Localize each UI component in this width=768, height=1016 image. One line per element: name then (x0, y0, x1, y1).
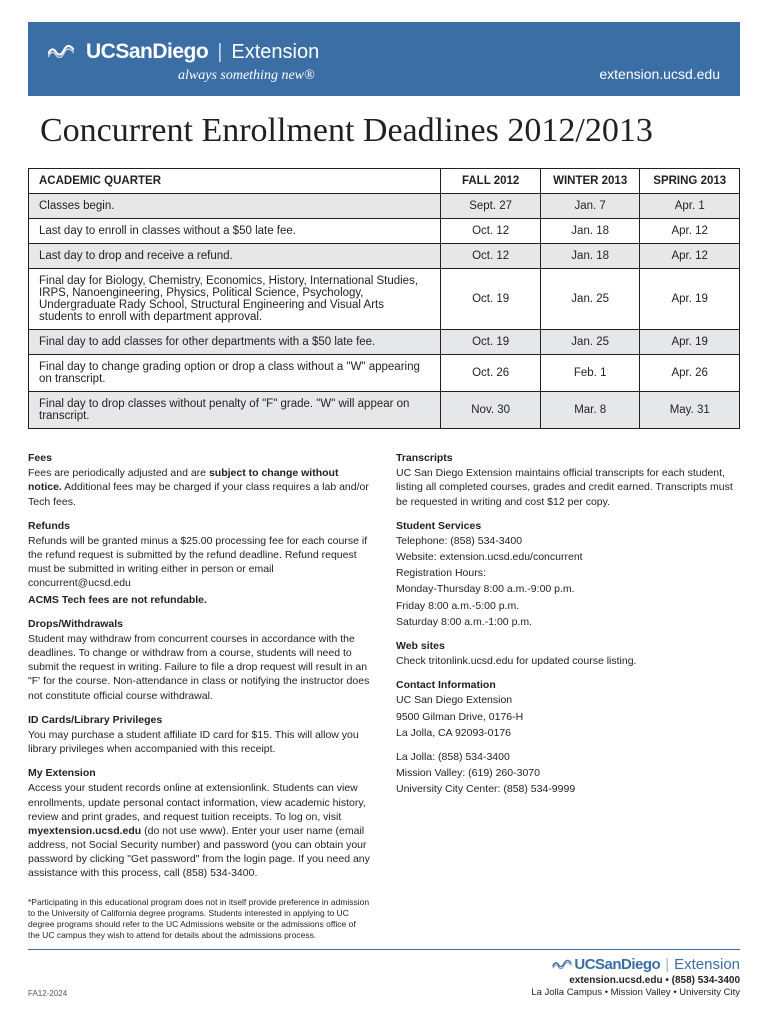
table-row: Last day to drop and receive a refund.Oc… (29, 244, 740, 269)
footer-right: UCSanDiego | Extension extension.ucsd.ed… (531, 956, 740, 998)
contact-addr1: UC San Diego Extension (396, 693, 740, 707)
row-spring: May. 31 (640, 392, 740, 429)
drops-text: Student may withdraw from concurrent cou… (28, 632, 372, 703)
contact-addr2: 9500 Gilman Drive, 0176-H (396, 710, 740, 724)
row-desc: Last day to drop and receive a refund. (29, 244, 441, 269)
row-fall: Oct. 12 (441, 244, 541, 269)
table-row: Final day to add classes for other depar… (29, 330, 740, 355)
row-desc: Classes begin. (29, 194, 441, 219)
row-winter: Mar. 8 (540, 392, 640, 429)
info-columns: Fees Fees are periodically adjusted and … (28, 447, 740, 883)
contact-addr3: La Jolla, CA 92093-0176 (396, 726, 740, 740)
footer-campus: La Jolla Campus • Mission Valley • Unive… (531, 987, 740, 998)
col-quarter: ACADEMIC QUARTER (29, 169, 441, 194)
table-row: Final day to change grading option or dr… (29, 355, 740, 392)
ss-hours-mon: Monday-Thursday 8:00 a.m.-9:00 p.m. (396, 582, 740, 596)
ss-hours-fri: Friday 8:00 a.m.-5:00 p.m. (396, 599, 740, 613)
row-winter: Jan. 7 (540, 194, 640, 219)
col-winter: WINTER 2013 (540, 169, 640, 194)
footer: FA12-2024 UCSanDiego | Extension extensi… (28, 949, 740, 998)
brand-name: UCSanDiego (86, 40, 208, 64)
header-banner: UCSanDiego | Extension always something … (28, 22, 740, 96)
col-fall: FALL 2012 (441, 169, 541, 194)
row-spring: Apr. 19 (640, 269, 740, 330)
row-winter: Jan. 18 (540, 219, 640, 244)
table-header-row: ACADEMIC QUARTER FALL 2012 WINTER 2013 S… (29, 169, 740, 194)
row-fall: Nov. 30 (441, 392, 541, 429)
contact-univcity: University City Center: (858) 534-9999 (396, 782, 740, 796)
drops-heading: Drops/Withdrawals (28, 617, 372, 631)
ss-website: Website: extension.ucsd.edu/concurrent (396, 550, 740, 564)
table-row: Classes begin.Sept. 27Jan. 7Apr. 1 (29, 194, 740, 219)
brand-row: UCSanDiego | Extension (48, 40, 720, 64)
contact-lajolla: La Jolla: (858) 534-3400 (396, 750, 740, 764)
contact-mission: Mission Valley: (619) 260-3070 (396, 766, 740, 780)
row-spring: Apr. 12 (640, 244, 740, 269)
refunds-text: Refunds will be granted minus a $25.00 p… (28, 534, 372, 591)
ss-hours-sat: Saturday 8:00 a.m.-1:00 p.m. (396, 615, 740, 629)
row-fall: Sept. 27 (441, 194, 541, 219)
tagline-row: always something new® extension.ucsd.edu (48, 66, 720, 84)
myext-text: Access your student records online at ex… (28, 781, 372, 880)
wave-icon (552, 956, 572, 973)
refunds-heading: Refunds (28, 519, 372, 533)
footer-brand-name: UCSanDiego (574, 956, 660, 973)
info-col-right: Transcripts UC San Diego Extension maint… (396, 447, 740, 883)
id-heading: ID Cards/Library Privileges (28, 713, 372, 727)
brand-divider: | (217, 41, 222, 64)
fees-heading: Fees (28, 451, 372, 465)
row-desc: Last day to enroll in classes without a … (29, 219, 441, 244)
footer-brand-ext: Extension (674, 956, 740, 973)
footer-contact: extension.ucsd.edu • (858) 534-3400 (531, 975, 740, 986)
row-fall: Oct. 19 (441, 330, 541, 355)
table-row: Final day to drop classes without penalt… (29, 392, 740, 429)
row-desc: Final day for Biology, Chemistry, Econom… (29, 269, 441, 330)
transcripts-heading: Transcripts (396, 451, 740, 465)
ss-reg-hours: Registration Hours: (396, 566, 740, 580)
refunds-bold: ACMS Tech fees are not refundable. (28, 593, 372, 607)
deadline-table: ACADEMIC QUARTER FALL 2012 WINTER 2013 S… (28, 168, 740, 429)
fees-text: Fees are periodically adjusted and are s… (28, 466, 372, 509)
row-winter: Jan. 25 (540, 269, 640, 330)
row-fall: Oct. 26 (441, 355, 541, 392)
page-root: UCSanDiego | Extension always something … (0, 0, 768, 1016)
row-spring: Apr. 19 (640, 330, 740, 355)
info-col-left: Fees Fees are periodically adjusted and … (28, 447, 372, 883)
transcripts-text: UC San Diego Extension maintains officia… (396, 466, 740, 509)
table-row: Last day to enroll in classes without a … (29, 219, 740, 244)
student-services-heading: Student Services (396, 519, 740, 533)
brand-extension: Extension (231, 41, 319, 64)
ss-telephone: Telephone: (858) 534-3400 (396, 534, 740, 548)
contact-heading: Contact Information (396, 678, 740, 692)
row-winter: Feb. 1 (540, 355, 640, 392)
footer-brand: UCSanDiego | Extension (531, 956, 740, 973)
row-spring: Apr. 12 (640, 219, 740, 244)
row-fall: Oct. 12 (441, 219, 541, 244)
row-winter: Jan. 25 (540, 330, 640, 355)
row-desc: Final day to add classes for other depar… (29, 330, 441, 355)
footer-code: FA12-2024 (28, 989, 67, 998)
row-spring: Apr. 26 (640, 355, 740, 392)
myext-heading: My Extension (28, 766, 372, 780)
websites-heading: Web sites (396, 639, 740, 653)
footer-brand-divider: | (665, 956, 669, 973)
row-winter: Jan. 18 (540, 244, 640, 269)
row-desc: Final day to drop classes without penalt… (29, 392, 441, 429)
col-spring: SPRING 2013 (640, 169, 740, 194)
row-desc: Final day to change grading option or dr… (29, 355, 441, 392)
wave-icon (48, 44, 74, 63)
disclaimer: *Participating in this educational progr… (28, 897, 370, 941)
table-row: Final day for Biology, Chemistry, Econom… (29, 269, 740, 330)
websites-text: Check tritonlink.ucsd.edu for updated co… (396, 654, 740, 668)
tagline: always something new® (178, 68, 315, 84)
id-text: You may purchase a student affiliate ID … (28, 728, 372, 756)
site-url: extension.ucsd.edu (599, 66, 720, 82)
page-title: Concurrent Enrollment Deadlines 2012/201… (28, 112, 740, 150)
row-spring: Apr. 1 (640, 194, 740, 219)
row-fall: Oct. 19 (441, 269, 541, 330)
